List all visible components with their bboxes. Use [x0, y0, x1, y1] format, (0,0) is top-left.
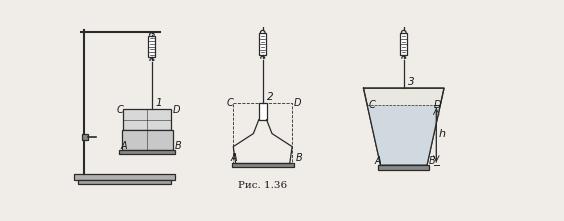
Text: 2: 2 — [267, 92, 273, 102]
Bar — [259, 103, 267, 120]
Bar — [148, 36, 155, 57]
Text: B: B — [429, 156, 435, 166]
Bar — [120, 150, 175, 154]
Bar — [400, 33, 407, 55]
Bar — [123, 109, 171, 130]
Bar — [122, 130, 173, 150]
Text: C: C — [116, 105, 123, 115]
Text: D: D — [434, 100, 442, 110]
Bar — [74, 174, 175, 180]
Text: A: A — [374, 156, 381, 166]
Bar — [233, 103, 292, 163]
Polygon shape — [363, 88, 444, 165]
Text: B: B — [295, 153, 302, 163]
Text: A: A — [230, 153, 237, 163]
Bar — [82, 134, 89, 141]
Text: D: D — [173, 105, 180, 115]
Text: C: C — [227, 98, 234, 108]
Polygon shape — [367, 105, 440, 165]
Text: B: B — [174, 141, 181, 151]
Text: 1: 1 — [156, 98, 162, 108]
Bar — [232, 163, 294, 168]
Text: A: A — [120, 141, 127, 151]
Text: h: h — [439, 129, 446, 139]
Bar — [378, 165, 429, 170]
Text: D: D — [294, 98, 301, 108]
Text: 3: 3 — [408, 77, 414, 87]
Text: Рис. 1.36: Рис. 1.36 — [238, 181, 287, 190]
Bar — [259, 33, 266, 55]
Text: C: C — [369, 100, 376, 110]
Bar — [78, 180, 171, 184]
